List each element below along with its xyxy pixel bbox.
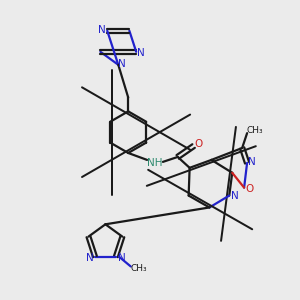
- Text: N: N: [118, 59, 126, 69]
- Text: N: N: [86, 253, 94, 262]
- Text: N: N: [98, 25, 106, 35]
- Text: NH: NH: [147, 158, 163, 168]
- Text: N: N: [248, 157, 256, 167]
- Text: N: N: [137, 48, 145, 58]
- Text: CH₃: CH₃: [247, 126, 263, 135]
- Text: O: O: [245, 184, 253, 194]
- Text: O: O: [194, 139, 203, 149]
- Text: N: N: [231, 190, 239, 201]
- Text: CH₃: CH₃: [130, 264, 147, 273]
- Text: N: N: [118, 253, 126, 262]
